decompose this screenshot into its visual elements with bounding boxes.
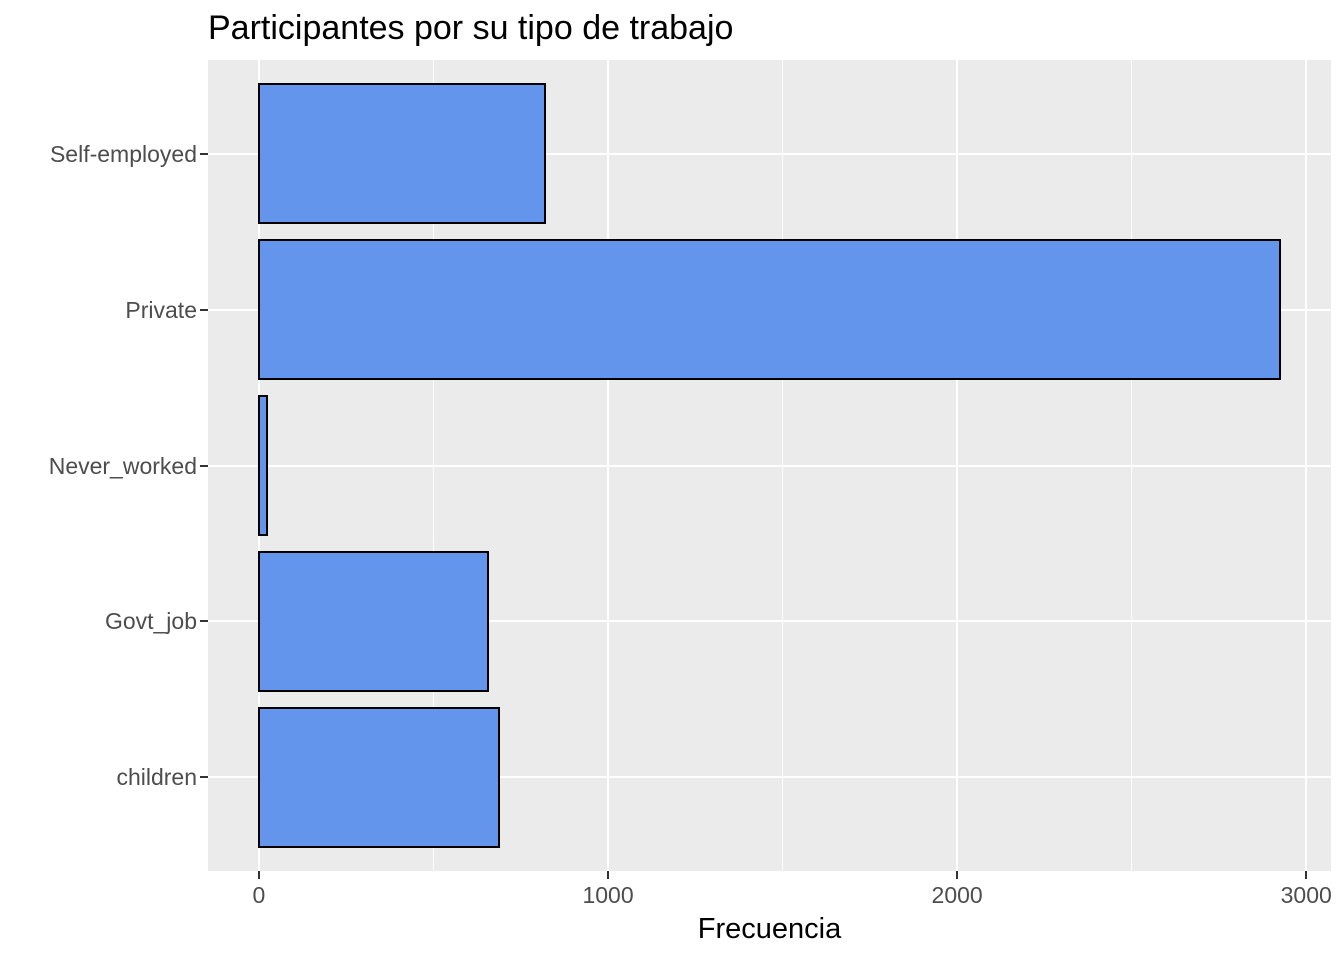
y-tick-label-Self-employed: Self-employed [49,140,197,167]
y-tick-mark-Never_worked [200,464,208,467]
major-gridline-y-Govt_job [208,620,1331,623]
y-tick-label-Private: Private [125,296,197,323]
y-tick-label-Never_worked: Never_worked [48,452,197,479]
y-tick-label-Govt_job: Govt_job [104,608,197,635]
bar-children [257,707,500,848]
y-tick-mark-Private [200,308,208,311]
x-tick-label-0: 0 [252,882,266,908]
x-tick-mark-0 [257,871,260,879]
x-tick-label-1000: 1000 [582,882,634,908]
x-tick-label-3000: 3000 [1280,882,1332,908]
y-tick-mark-Self-employed [200,152,208,155]
x-axis-title: Frecuencia [697,913,842,945]
y-tick-mark-children [200,776,208,779]
x-tick-label-2000: 2000 [931,882,983,908]
x-tick-mark-2000 [956,871,959,879]
plot-panel [208,60,1331,871]
bar-Govt_job [257,551,490,692]
chart-title: Participantes por su tipo de trabajo [208,9,734,47]
major-gridline-y-Never_worked [208,464,1331,467]
y-tick-mark-Govt_job [200,620,208,623]
x-tick-mark-1000 [607,871,610,879]
bar-Self-employed [257,83,546,224]
bar-Never_worked [257,395,268,536]
x-tick-mark-3000 [1305,871,1308,879]
bar-Private [257,239,1282,380]
major-gridline-y-children [208,776,1331,779]
y-tick-label-children: children [116,764,197,791]
major-gridline-y-Self-employed [208,152,1331,155]
